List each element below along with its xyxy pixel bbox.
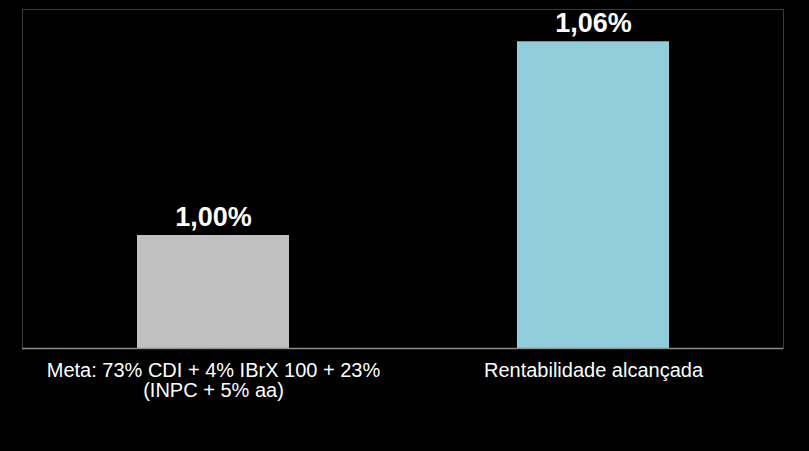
svg-text:1,06%: 1,06% [555,8,632,38]
svg-text:Rentabilidade alcançada: Rentabilidade alcançada [484,359,704,381]
svg-text:1,00%: 1,00% [175,202,252,232]
svg-text:Meta: 73% CDI + 4% IBrX 100 +: Meta: 73% CDI + 4% IBrX 100 + 23%(INPC +… [47,359,381,401]
